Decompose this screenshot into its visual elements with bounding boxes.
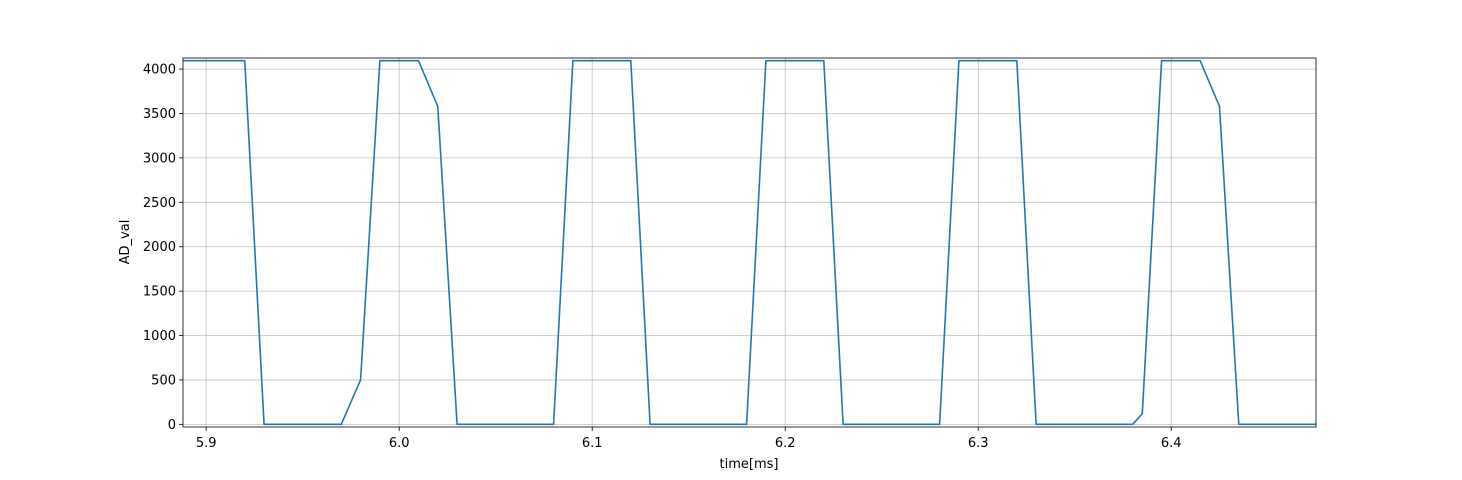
plot-frame [182, 57, 1317, 428]
y-axis-label: AD_val [118, 220, 133, 265]
x-tick-label: 5.9 [196, 436, 217, 451]
y-tick-label: 2500 [143, 196, 176, 211]
x-axis-label: time[ms] [720, 457, 779, 472]
data-series [183, 59, 1316, 426]
series-line [183, 59, 1316, 426]
y-tick-label: 0 [168, 418, 176, 433]
x-tick-label: 6.2 [775, 436, 796, 451]
y-tick-label: 1500 [143, 285, 176, 300]
y-tick-label: 2000 [143, 240, 176, 255]
y-tick-label: 3000 [143, 151, 176, 166]
ticks: 5.9 6.0 6.1 6.2 6.3 6.4 0 500 1000 1500 2000 2500 30… [143, 63, 1182, 451]
y-tick-label: 1000 [143, 329, 176, 344]
x-tick-label: 6.0 [389, 436, 410, 451]
x-tick-label: 6.4 [1161, 436, 1182, 451]
x-tick-label: 6.3 [968, 436, 989, 451]
grid [183, 58, 1316, 427]
y-tick-label: 3500 [143, 107, 176, 122]
y-tick-label: 500 [151, 373, 176, 388]
y-tick-label: 4000 [143, 63, 176, 78]
x-tick-label: 6.1 [582, 436, 603, 451]
